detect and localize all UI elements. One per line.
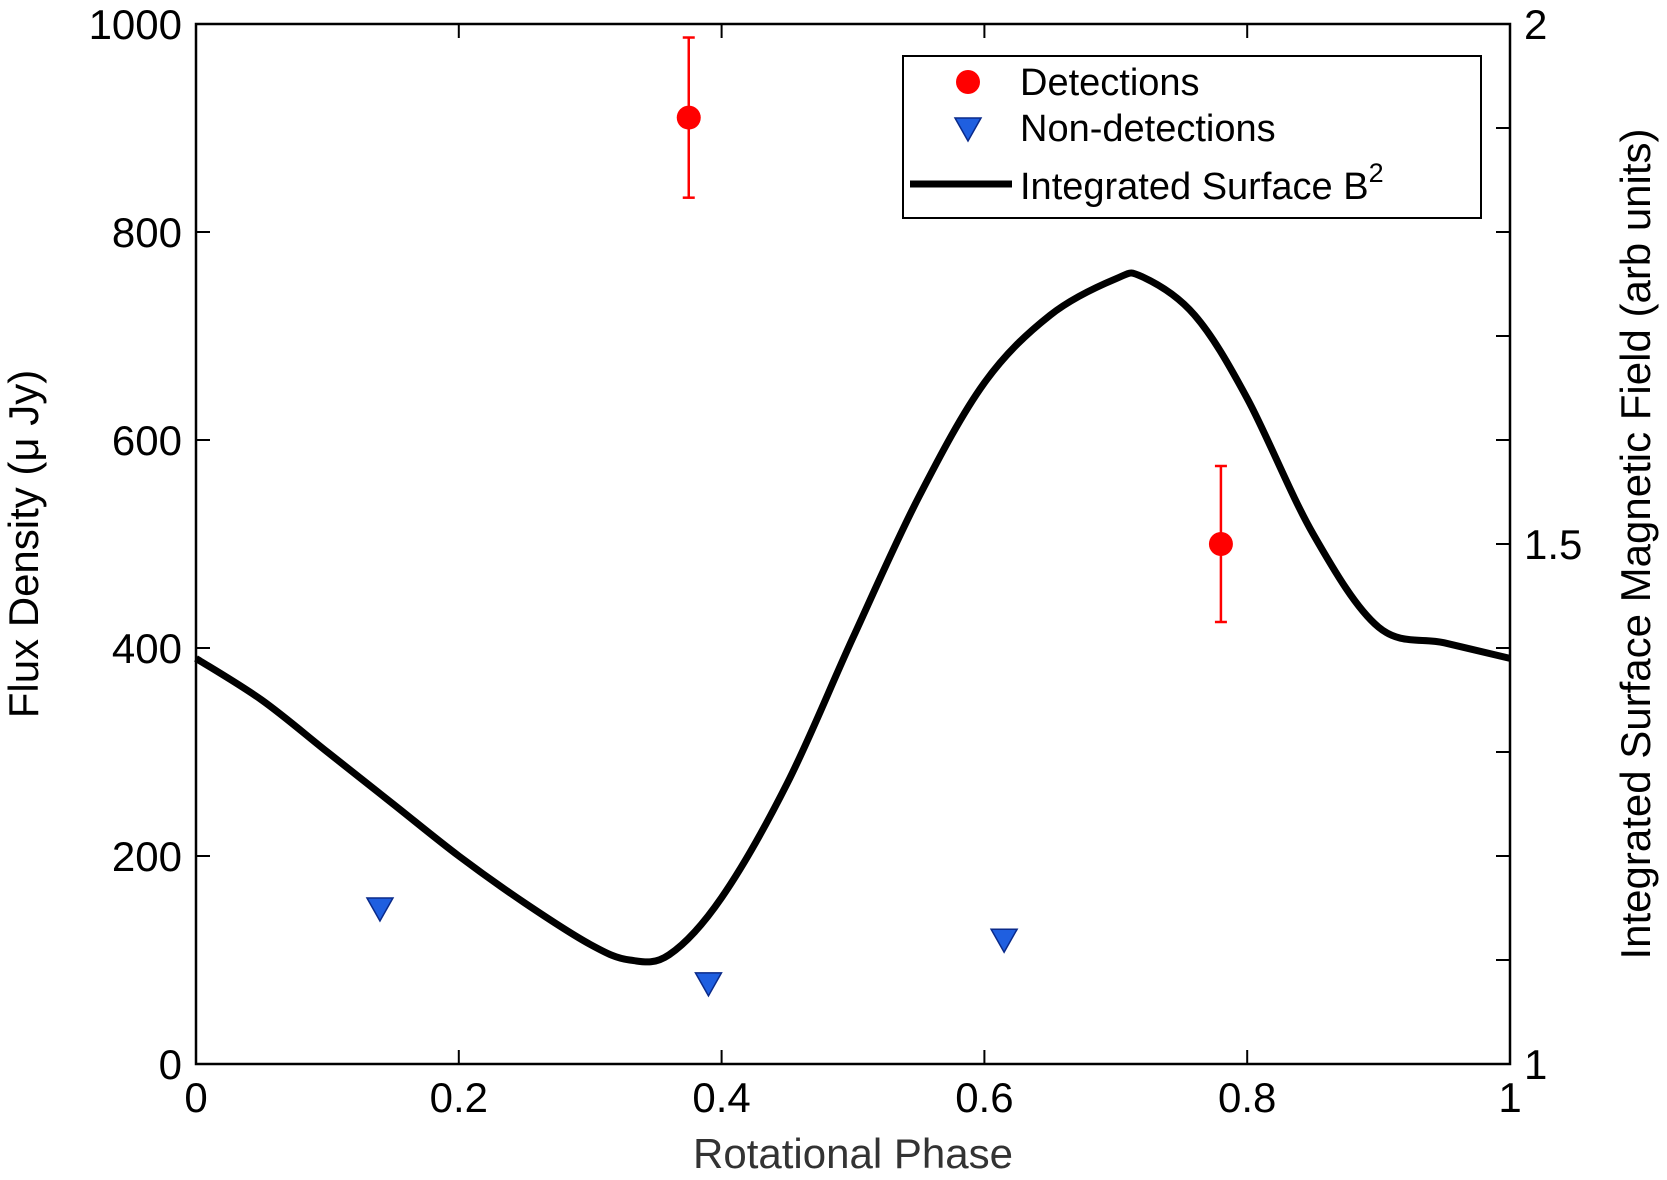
legend-detection-swatch (956, 70, 980, 94)
y-axis-title-unit: (μ Jy) (0, 370, 47, 476)
tick-labels: 0 0.2 0.4 0.6 0.8 1 0 200 400 600 800 1000 1 1.5 2 (89, 1, 1583, 1121)
y2-tick-label-1: 1.5 (1524, 521, 1582, 568)
y-tick-label-3: 600 (112, 417, 182, 464)
y2-axis-title: Integrated Surface Magnetic Field (arb u… (1612, 128, 1659, 959)
y-tick-label-1: 200 (112, 833, 182, 880)
series-points-group (365, 36, 1233, 998)
y-axis-title: Flux Density (μ Jy) (0, 370, 47, 719)
non-detection-point-1 (694, 972, 723, 998)
x-tick-label-3: 0.6 (955, 1074, 1013, 1121)
x-tick-label-1: 0.2 (430, 1074, 488, 1121)
legend-label-1: Non-detections (1020, 108, 1276, 150)
legend-label-2: Integrated Surface B2 (1020, 158, 1384, 208)
series-line-group (194, 269, 1511, 966)
legend-label-text-0: Detections (1020, 62, 1200, 104)
legend-label-superscript: 2 (1369, 158, 1384, 188)
legend-label-text-1: Non-detections (1020, 108, 1276, 150)
y-axis-title-main: Flux Density (0, 487, 47, 718)
non-detection-point-0 (365, 897, 395, 923)
y-tick-label-0: 0 (159, 1041, 182, 1088)
detection-point-0 (676, 105, 701, 130)
x-tick-label-5: 1 (1498, 1074, 1521, 1121)
y-tick-label-5: 1000 (89, 1, 182, 48)
plot-frame (194, 22, 1512, 1066)
x-tick-label-2: 0.4 (692, 1074, 750, 1121)
x-tick-label-0: 0 (184, 1074, 207, 1121)
legend-label-0: Detections (1020, 62, 1200, 104)
y-tick-label-2: 400 (112, 625, 182, 672)
legend-box (902, 55, 1482, 219)
integrated-surface-b2-line (194, 269, 1511, 966)
y2-tick-label-2: 2 (1524, 1, 1547, 48)
detection-point-1 (1208, 532, 1233, 556)
x-tick-label-4: 0.8 (1218, 1074, 1276, 1121)
y2-tick-label-0: 1 (1524, 1041, 1547, 1088)
y-tick-label-4: 800 (112, 209, 182, 256)
legend-label-text-2: Integrated Surface B (1020, 166, 1369, 208)
non-detection-point-2 (989, 928, 1019, 954)
x-axis-title: Rotational Phase (693, 1130, 1013, 1177)
legend-non-detection-swatch (953, 117, 983, 143)
